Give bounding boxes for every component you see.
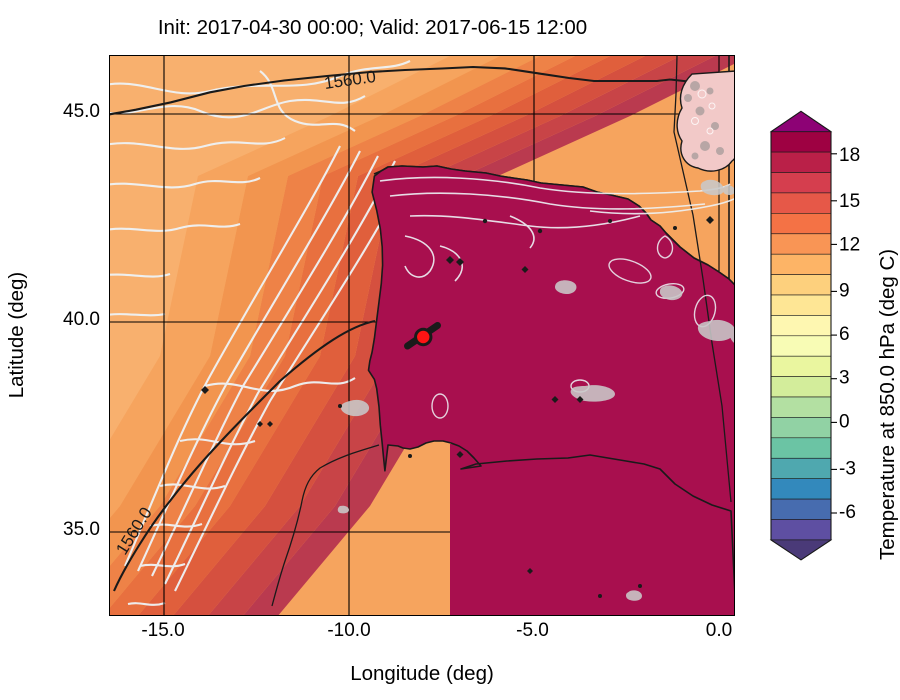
svg-text:0: 0 — [839, 411, 850, 432]
svg-text:-3: -3 — [839, 458, 856, 479]
svg-text:Temperature at 850.0 hPa (deg: Temperature at 850.0 hPa (deg C) — [876, 249, 899, 560]
svg-text:6: 6 — [839, 324, 850, 345]
svg-text:12: 12 — [839, 234, 860, 255]
svg-text:3: 3 — [839, 368, 850, 389]
svg-text:15: 15 — [839, 191, 860, 212]
svg-text:18: 18 — [839, 145, 860, 166]
svg-text:9: 9 — [839, 280, 850, 301]
svg-text:-6: -6 — [839, 502, 856, 523]
